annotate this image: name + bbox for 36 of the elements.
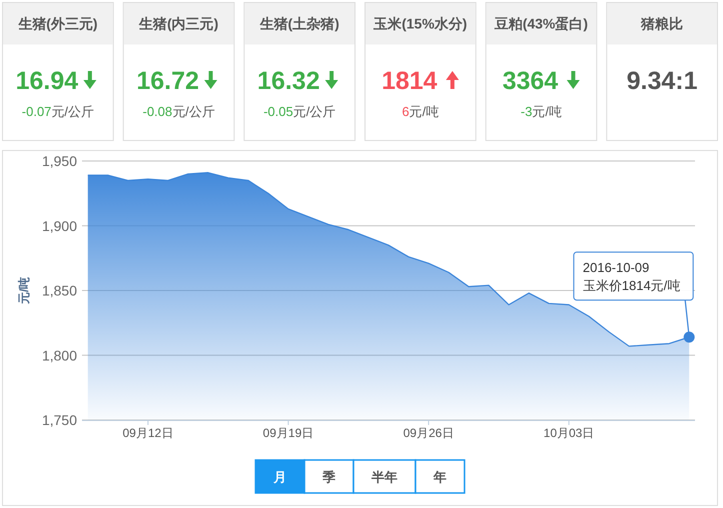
- data-label: 1814: [382, 67, 438, 95]
- text: 年: [432, 470, 446, 484]
- y-tick-label: 1,750: [42, 412, 78, 428]
- data-label: 16.32: [257, 67, 320, 95]
- data-label: -0.05元/公斤: [263, 104, 336, 119]
- y-tick-label: 1,800: [42, 347, 78, 364]
- text: 半年: [370, 470, 398, 484]
- y-tick-label: 1,950: [42, 153, 78, 169]
- y-tick-label: 1,900: [42, 218, 78, 234]
- range-button[interactable]: [254, 459, 306, 494]
- x-tick-label: 09月26日: [403, 426, 454, 440]
- x-tick-label: 10月03日: [544, 426, 594, 440]
- category-label: 豆粕(43%蛋白): [494, 15, 588, 32]
- category-label: 猪粮比: [640, 15, 684, 32]
- data-label: 16.72: [136, 67, 200, 95]
- x-tick-label: 09月19日: [262, 426, 314, 440]
- data-label: 9.34:1: [626, 67, 698, 95]
- data-label: 16.94: [16, 67, 78, 95]
- range-button[interactable]: [352, 459, 416, 494]
- x-tick-label: 09月12日: [122, 426, 174, 440]
- data-label: -0.07元/公斤: [22, 104, 94, 119]
- text: 季: [322, 470, 336, 484]
- range-button[interactable]: [304, 459, 354, 494]
- range-button[interactable]: [414, 459, 466, 494]
- y-tick-label: 1,850: [42, 282, 78, 298]
- category-label: 生猪(土杂猪): [258, 15, 340, 32]
- data-label: -0.08元/公斤: [142, 104, 215, 119]
- data-label: 6元/吨: [402, 104, 439, 119]
- data-label: -3元/吨: [520, 104, 562, 119]
- category-label: 生猪(内三元): [138, 15, 218, 32]
- text: 月: [272, 470, 286, 484]
- category-label: 玉米(15%水分): [372, 15, 468, 32]
- data-label: 3364: [502, 67, 558, 95]
- annotation: 2016-10-09 玉米价1814元/吨: [582, 260, 680, 294]
- y-axis-title: 元/吨: [17, 276, 31, 306]
- category-label: 生猪(外三元): [17, 15, 98, 32]
